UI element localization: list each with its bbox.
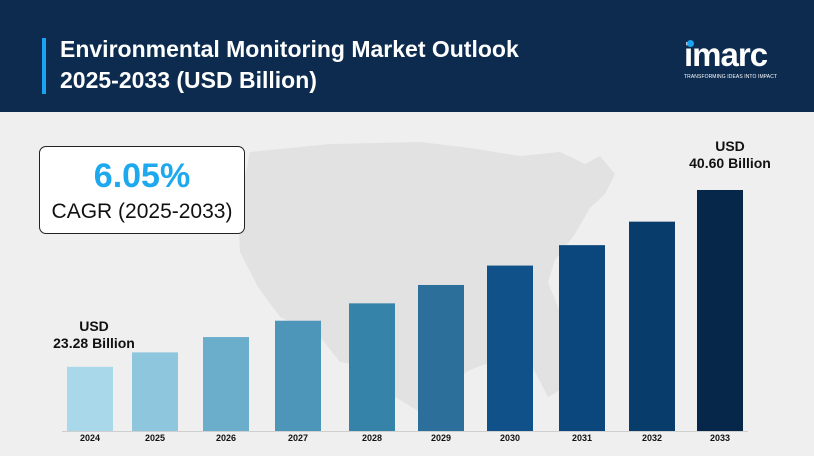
end-value-callout: USD 40.60 Billion xyxy=(670,138,790,172)
header-banner: Environmental Monitoring Market Outlook … xyxy=(0,0,814,112)
bar-2028 xyxy=(349,303,395,431)
title-accent-line xyxy=(42,38,46,94)
x-tick-label-2024: 2024 xyxy=(80,433,100,443)
x-tick-label-2029: 2029 xyxy=(431,433,451,443)
x-tick-label-2030: 2030 xyxy=(500,433,520,443)
logo-wordmark: imarc xyxy=(684,36,768,73)
imarc-logo: imarc TRANSFORMING IDEAS INTO IMPACT xyxy=(684,38,788,84)
bar-2033 xyxy=(697,190,743,431)
start-value-callout: USD 23.28 Billion xyxy=(34,318,154,352)
x-tick-label-2028: 2028 xyxy=(362,433,382,443)
bar-2029 xyxy=(418,284,464,431)
cagr-box: 6.05% CAGR (2025-2033) xyxy=(39,146,245,234)
logo-tagline: TRANSFORMING IDEAS INTO IMPACT xyxy=(684,74,778,80)
start-callout-amount: 23.28 Billion xyxy=(53,335,135,351)
x-tick-label-2032: 2032 xyxy=(642,433,662,443)
bar-2025 xyxy=(132,352,178,431)
x-tick-label-2025: 2025 xyxy=(145,433,165,443)
bar-2026 xyxy=(203,337,249,431)
x-tick-label-2026: 2026 xyxy=(216,433,236,443)
bar-2031 xyxy=(559,245,605,431)
page-title: Environmental Monitoring Market Outlook … xyxy=(60,34,620,96)
title-line-1: Environmental Monitoring Market Outlook xyxy=(60,36,519,62)
bar-2032 xyxy=(629,221,675,431)
x-tick-label-2031: 2031 xyxy=(572,433,592,443)
cagr-label: CAGR (2025-2033) xyxy=(51,200,233,223)
x-tick-label-2033: 2033 xyxy=(710,433,730,443)
cagr-value: 6.05% xyxy=(93,157,191,195)
bar-2030 xyxy=(487,265,533,431)
start-callout-currency: USD xyxy=(79,318,109,334)
bar-2024 xyxy=(67,366,113,431)
logo-dot-icon xyxy=(687,40,694,47)
x-tick-label-2027: 2027 xyxy=(288,433,308,443)
end-callout-amount: 40.60 Billion xyxy=(689,155,771,171)
end-callout-currency: USD xyxy=(715,138,745,154)
bar-2027 xyxy=(275,320,321,431)
title-line-2: 2025-2033 (USD Billion) xyxy=(60,67,317,93)
